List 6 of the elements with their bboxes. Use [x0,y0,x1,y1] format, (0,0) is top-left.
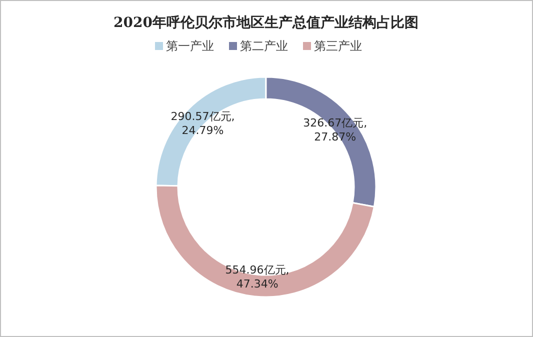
data-label: 554.96亿元, 47.34% [225,264,290,291]
legend-label: 第三产业 [314,39,362,53]
legend-label: 第二产业 [240,39,288,53]
data-label: 290.57亿元, 24.79% [170,110,235,137]
chart-title: 2020年呼伦贝尔市地区生产总值产业结构占比图 [114,14,418,31]
legend-label: 第一产业 [166,39,214,53]
